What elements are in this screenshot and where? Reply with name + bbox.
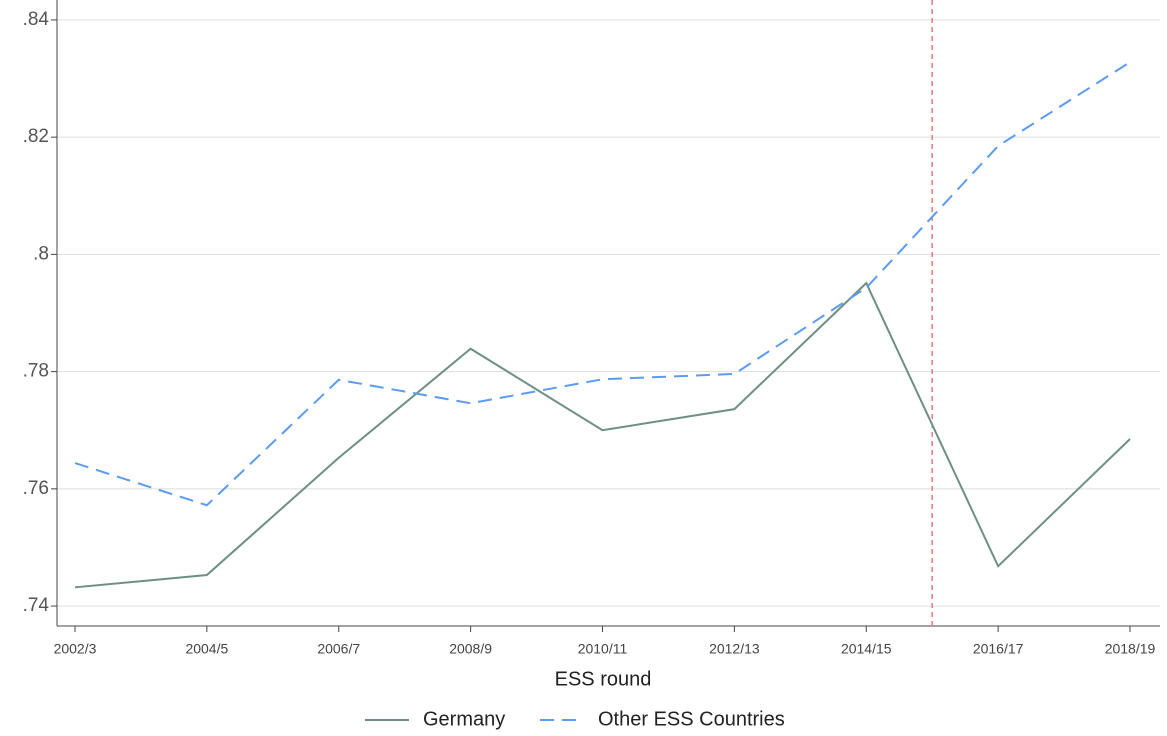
x-tick-label: 2016/17 <box>973 641 1024 657</box>
legend-label: Germany <box>423 708 505 730</box>
y-tick-label: .74 <box>23 595 50 616</box>
x-tick-label: 2010/11 <box>578 641 628 657</box>
x-tick-label: 2012/13 <box>709 641 760 657</box>
y-tick-label: .78 <box>23 361 49 382</box>
x-axis-label: ESS round <box>555 668 652 690</box>
x-tick-label: 2004/5 <box>185 641 228 657</box>
x-tick-label: 2018/19 <box>1105 641 1156 657</box>
series-line <box>74 61 1131 507</box>
y-tick-label: .8 <box>33 243 49 264</box>
x-tick-label: 2008/9 <box>449 641 492 657</box>
y-tick-label: .82 <box>23 126 49 147</box>
legend-label: Other ESS Countries <box>598 708 785 730</box>
series-line <box>74 281 1131 589</box>
y-tick-label: .76 <box>23 478 49 499</box>
x-tick-label: 2002/3 <box>54 641 97 657</box>
x-tick-label: 2006/7 <box>317 641 360 657</box>
y-tick-label: .84 <box>23 9 50 30</box>
x-tick-label: 2014/15 <box>841 641 892 657</box>
